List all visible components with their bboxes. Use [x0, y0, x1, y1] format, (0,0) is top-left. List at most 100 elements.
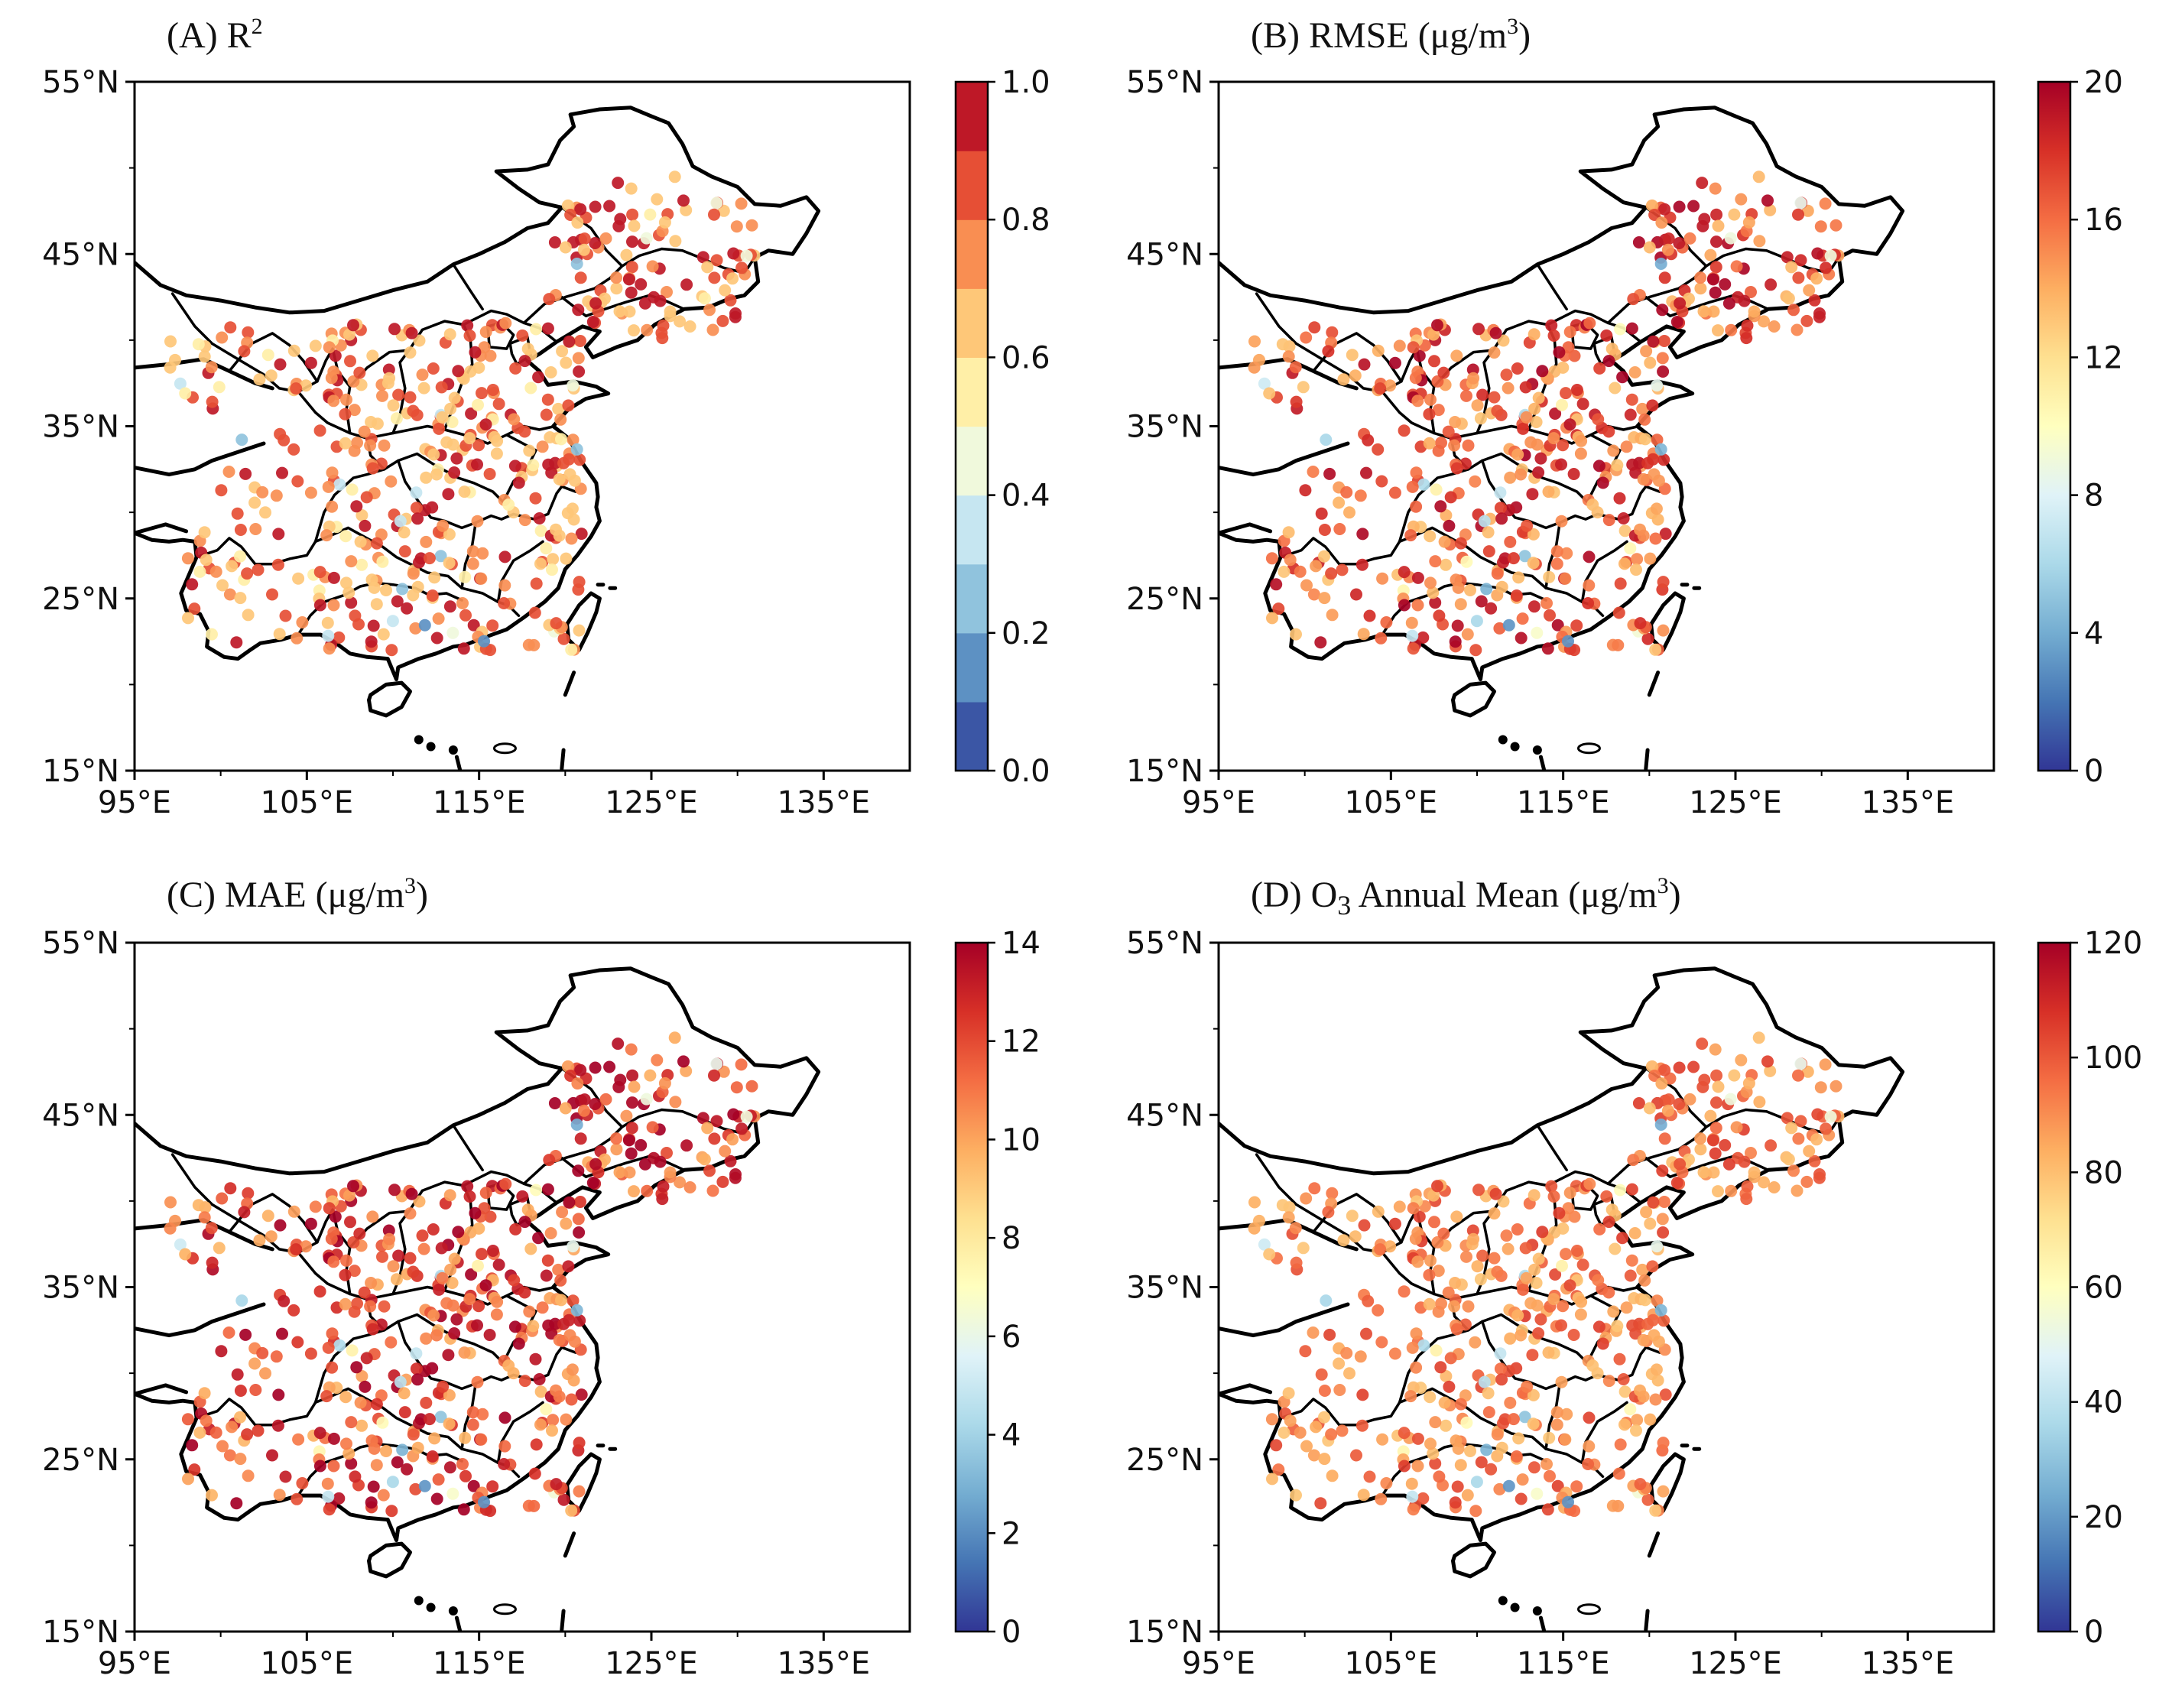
station-dot — [407, 404, 420, 417]
hainan-outline — [1451, 1541, 1496, 1579]
station-dot — [534, 1418, 547, 1431]
station-dot — [1656, 1164, 1669, 1177]
station-dot — [1712, 1185, 1724, 1198]
station-dot — [1752, 1031, 1765, 1044]
station-dot — [321, 616, 334, 629]
province-boundary — [195, 526, 521, 618]
station-dot — [1388, 1347, 1401, 1360]
hainan-outline — [367, 1541, 412, 1579]
station-dot — [1308, 321, 1321, 334]
station-dot — [1555, 458, 1567, 471]
station-dot — [486, 384, 499, 396]
station-dot — [390, 412, 403, 425]
station-dot — [398, 545, 411, 558]
station-dot — [1450, 1210, 1463, 1223]
station-dot — [729, 307, 742, 320]
station-dot — [1781, 1112, 1794, 1125]
station-dot — [1637, 529, 1650, 542]
station-dot — [1270, 578, 1283, 591]
station-dot — [546, 563, 558, 576]
station-dot — [1551, 1479, 1564, 1492]
station-dot — [1631, 553, 1644, 566]
station-dot — [1310, 1421, 1323, 1434]
station-dot — [1469, 644, 1482, 657]
station-dot — [252, 563, 265, 576]
panel-d-colorbar — [2037, 941, 2078, 1633]
station-dot — [1393, 1200, 1406, 1213]
station-dot — [1656, 304, 1669, 317]
station-dot — [239, 467, 252, 480]
station-dot — [1829, 1080, 1842, 1093]
station-dot — [345, 1416, 358, 1429]
station-dot — [625, 1122, 638, 1135]
station-dot — [1333, 496, 1346, 509]
station-dot — [1687, 200, 1700, 213]
station-dot — [234, 1411, 246, 1424]
station-dot — [200, 554, 213, 567]
station-dot — [443, 1189, 456, 1202]
station-dot — [1494, 502, 1507, 515]
station-dot — [1278, 1426, 1291, 1439]
panel-d-cbar-tick: 120 — [2084, 926, 2142, 961]
station-dot — [1282, 1211, 1295, 1224]
station-dot — [1450, 1434, 1463, 1447]
station-dot — [698, 1153, 711, 1166]
station-dot — [325, 1232, 338, 1245]
station-dot — [562, 399, 575, 412]
station-dot — [442, 488, 455, 501]
station-dot — [560, 1217, 573, 1230]
station-dot — [1551, 619, 1564, 632]
station-dot — [557, 1493, 570, 1506]
station-dot — [290, 382, 303, 395]
panel-d-stations — [1248, 1031, 1845, 1518]
station-dot — [1431, 375, 1444, 388]
station-dot — [1543, 570, 1556, 583]
station-dot — [1318, 524, 1331, 536]
station-dot — [1683, 1093, 1696, 1106]
station-dot — [533, 512, 546, 524]
station-dot — [164, 335, 177, 348]
station-dot — [1430, 483, 1443, 496]
atoll-mark — [1576, 1603, 1601, 1615]
panel-b-cbar-tick: 16 — [2084, 203, 2123, 238]
station-dot — [394, 1375, 407, 1388]
station-dot — [1337, 373, 1350, 386]
station-dot — [443, 1388, 456, 1401]
station-dot — [1266, 612, 1278, 625]
station-dot — [560, 356, 573, 369]
station-dot — [437, 519, 450, 532]
station-dot — [571, 216, 584, 229]
station-dot — [343, 328, 356, 341]
station-dot — [543, 293, 556, 306]
station-dot — [1450, 1323, 1463, 1336]
station-dot — [1511, 448, 1524, 461]
station-dot — [1617, 512, 1630, 524]
panel-b-y-tick-15: 15°N — [1126, 754, 1203, 789]
station-dot — [356, 558, 368, 571]
station-dot — [1560, 1408, 1573, 1421]
station-dot — [360, 491, 373, 504]
hainan-outline — [367, 680, 412, 718]
station-dot — [1803, 1145, 1816, 1158]
station-dot — [1282, 1387, 1295, 1400]
station-dot — [1282, 526, 1295, 539]
station-dot — [409, 622, 422, 635]
station-dot — [499, 317, 512, 330]
station-dot — [1314, 1497, 1327, 1510]
station-dot — [1530, 1277, 1543, 1289]
station-dot — [1592, 1274, 1605, 1287]
station-dot — [564, 209, 577, 221]
colorbar-segment — [956, 357, 988, 427]
station-dot — [1431, 319, 1443, 332]
station-dot — [313, 1285, 326, 1298]
station-dot — [572, 1164, 585, 1177]
station-dot — [658, 216, 671, 229]
station-dot — [1656, 1213, 1669, 1226]
panel-d-y-tick-55: 55°N — [1126, 926, 1203, 961]
station-dot — [366, 462, 379, 475]
station-dot — [186, 578, 199, 591]
station-dot — [410, 1362, 423, 1375]
station-dot — [1651, 513, 1664, 526]
station-dot — [492, 398, 505, 411]
panel-c-colorbar — [954, 941, 995, 1633]
